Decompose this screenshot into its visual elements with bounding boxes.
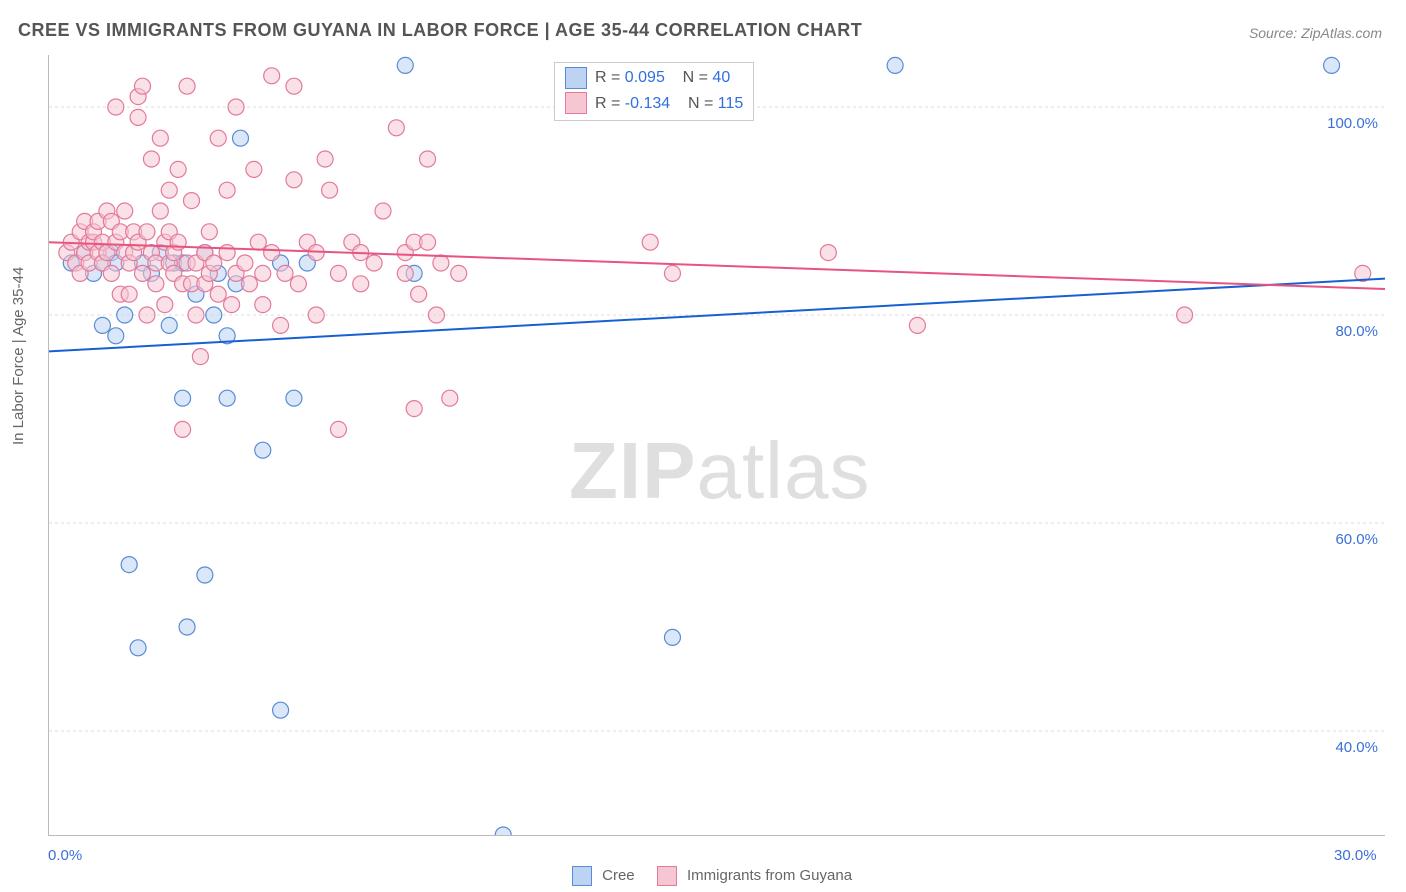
legend-bottom: Cree Immigrants from Guyana <box>0 866 1406 886</box>
legend-label-guyana: Immigrants from Guyana <box>687 867 852 884</box>
source-label: Source: ZipAtlas.com <box>1249 25 1382 41</box>
r-value: -0.134 <box>625 95 670 112</box>
n-value: 40 <box>712 69 730 86</box>
y-tick-label: 80.0% <box>1335 323 1378 340</box>
legend-swatch-guyana <box>657 866 677 886</box>
plot-svg <box>49 55 1385 835</box>
legend-label-cree: Cree <box>602 867 635 884</box>
chart-container: CREE VS IMMIGRANTS FROM GUYANA IN LABOR … <box>0 0 1406 892</box>
y-axis-label: In Labor Force | Age 35-44 <box>10 267 27 445</box>
x-tick-label: 30.0% <box>1334 847 1377 864</box>
legend-swatch-cree <box>572 866 592 886</box>
stats-swatch <box>565 67 587 89</box>
y-tick-label: 60.0% <box>1335 531 1378 548</box>
stats-swatch <box>565 92 587 114</box>
n-label: N = <box>683 69 708 86</box>
stats-row: R = -0.134 N = 115 <box>565 91 743 117</box>
n-label: N = <box>688 95 713 112</box>
r-label: R = <box>595 69 620 86</box>
r-value: 0.095 <box>625 69 665 86</box>
y-tick-label: 100.0% <box>1327 115 1378 132</box>
x-tick-label: 0.0% <box>48 847 82 864</box>
chart-title: CREE VS IMMIGRANTS FROM GUYANA IN LABOR … <box>18 20 862 41</box>
r-label: R = <box>595 95 620 112</box>
n-value: 115 <box>718 95 744 112</box>
plot-area: ZIPatlas R = 0.095 N = 40R = -0.134 N = … <box>48 55 1385 836</box>
y-tick-label: 40.0% <box>1335 739 1378 756</box>
stats-row: R = 0.095 N = 40 <box>565 65 743 91</box>
stats-box: R = 0.095 N = 40R = -0.134 N = 115 <box>554 62 754 121</box>
